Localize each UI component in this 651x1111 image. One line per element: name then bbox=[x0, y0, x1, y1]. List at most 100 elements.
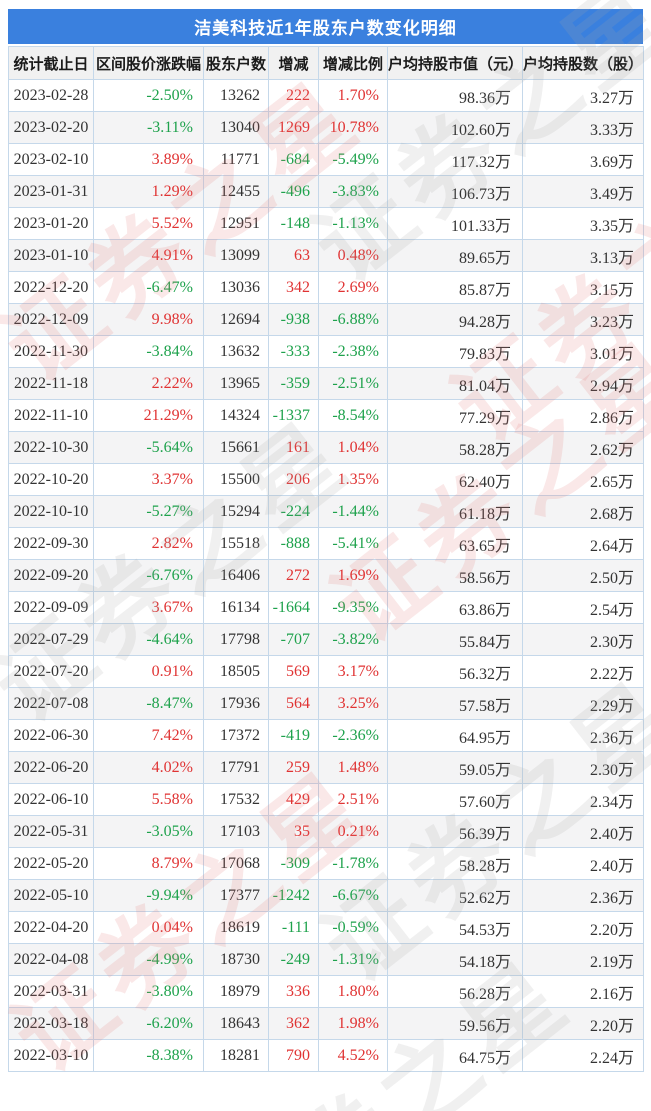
cell-avg-shares: 2.68万 bbox=[522, 495, 644, 528]
cell-range-change: -4.99% bbox=[93, 943, 204, 976]
cell-date: 2022-09-30 bbox=[8, 527, 94, 560]
cell-avg-shares: 3.69万 bbox=[522, 143, 644, 176]
cell-delta-pct: -2.51% bbox=[318, 367, 388, 400]
cell-avg-shares: 3.33万 bbox=[522, 111, 644, 144]
cell-avg-market-value: 85.87万 bbox=[387, 271, 523, 304]
cell-delta-pct: -6.88% bbox=[318, 303, 388, 336]
cell-delta-pct: -3.82% bbox=[318, 623, 388, 656]
cell-date: 2023-02-20 bbox=[8, 111, 94, 144]
cell-delta-pct: -5.41% bbox=[318, 527, 388, 560]
cell-holders: 17068 bbox=[203, 847, 269, 880]
cell-delta: 362 bbox=[268, 1007, 319, 1040]
cell-date: 2023-01-10 bbox=[8, 239, 94, 272]
cell-delta-pct: 1.98% bbox=[318, 1007, 388, 1040]
cell-delta-pct: 0.21% bbox=[318, 815, 388, 848]
cell-delta-pct: -3.83% bbox=[318, 175, 388, 208]
cell-range-change: 3.67% bbox=[93, 591, 204, 624]
cell-delta: -684 bbox=[268, 143, 319, 176]
cell-avg-shares: 2.19万 bbox=[522, 943, 644, 976]
cell-delta-pct: 3.17% bbox=[318, 655, 388, 688]
cell-delta-pct: 10.78% bbox=[318, 111, 388, 144]
cell-avg-market-value: 54.18万 bbox=[387, 943, 523, 976]
cell-holders: 13040 bbox=[203, 111, 269, 144]
table-row: 2022-07-08 -8.47% 17936 564 3.25% 57.58万… bbox=[8, 687, 644, 720]
table-row: 2023-01-10 4.91% 13099 63 0.48% 89.65万 3… bbox=[8, 239, 644, 272]
cell-holders: 18979 bbox=[203, 975, 269, 1008]
cell-avg-shares: 2.36万 bbox=[522, 719, 644, 752]
cell-delta-pct: -0.59% bbox=[318, 911, 388, 944]
cell-avg-shares: 2.36万 bbox=[522, 879, 644, 912]
cell-range-change: 1.29% bbox=[93, 175, 204, 208]
cell-delta: 63 bbox=[268, 239, 319, 272]
cell-date: 2023-02-10 bbox=[8, 143, 94, 176]
cell-holders: 12951 bbox=[203, 207, 269, 240]
cell-holders: 15661 bbox=[203, 431, 269, 464]
cell-avg-shares: 2.24万 bbox=[522, 1039, 644, 1072]
table-row: 2023-01-31 1.29% 12455 -496 -3.83% 106.7… bbox=[8, 175, 644, 208]
cell-delta-pct: -6.67% bbox=[318, 879, 388, 912]
cell-avg-market-value: 98.36万 bbox=[387, 79, 523, 112]
cell-avg-shares: 2.29万 bbox=[522, 687, 644, 720]
table-row: 2022-10-20 3.37% 15500 206 1.35% 62.40万 … bbox=[8, 463, 644, 496]
cell-avg-market-value: 52.62万 bbox=[387, 879, 523, 912]
cell-avg-market-value: 57.60万 bbox=[387, 783, 523, 816]
cell-avg-market-value: 63.86万 bbox=[387, 591, 523, 624]
cell-delta-pct: -8.54% bbox=[318, 399, 388, 432]
table-row: 2023-01-20 5.52% 12951 -148 -1.13% 101.3… bbox=[8, 207, 644, 240]
cell-delta: 564 bbox=[268, 687, 319, 720]
cell-range-change: 3.37% bbox=[93, 463, 204, 496]
table-row: 2023-02-20 -3.11% 13040 1269 10.78% 102.… bbox=[8, 111, 644, 144]
cell-avg-market-value: 64.75万 bbox=[387, 1039, 523, 1072]
cell-date: 2022-11-30 bbox=[8, 335, 94, 368]
cell-range-change: 4.02% bbox=[93, 751, 204, 784]
cell-delta-pct: 2.51% bbox=[318, 783, 388, 816]
cell-date: 2022-10-20 bbox=[8, 463, 94, 496]
cell-date: 2022-04-20 bbox=[8, 911, 94, 944]
cell-date: 2022-05-10 bbox=[8, 879, 94, 912]
page-title: 洁美科技近1年股东户数变化明细 bbox=[194, 19, 457, 38]
cell-delta: -707 bbox=[268, 623, 319, 656]
cell-range-change: -8.38% bbox=[93, 1039, 204, 1072]
cell-delta-pct: 1.70% bbox=[318, 79, 388, 112]
cell-avg-market-value: 56.39万 bbox=[387, 815, 523, 848]
cell-delta: 1269 bbox=[268, 111, 319, 144]
cell-date: 2022-12-20 bbox=[8, 271, 94, 304]
cell-avg-shares: 3.35万 bbox=[522, 207, 644, 240]
cell-holders: 15294 bbox=[203, 495, 269, 528]
cell-delta: -249 bbox=[268, 943, 319, 976]
table-row: 2022-03-18 -6.20% 18643 362 1.98% 59.56万… bbox=[8, 1007, 644, 1040]
cell-avg-market-value: 58.56万 bbox=[387, 559, 523, 592]
cell-holders: 13632 bbox=[203, 335, 269, 368]
cell-delta: 790 bbox=[268, 1039, 319, 1072]
cell-delta: -1337 bbox=[268, 399, 319, 432]
cell-holders: 13965 bbox=[203, 367, 269, 400]
cell-avg-market-value: 56.28万 bbox=[387, 975, 523, 1008]
cell-date: 2022-10-10 bbox=[8, 495, 94, 528]
col-header-range-change: 区间股价涨跌幅 bbox=[93, 46, 204, 80]
cell-date: 2022-03-31 bbox=[8, 975, 94, 1008]
cell-holders: 17372 bbox=[203, 719, 269, 752]
cell-delta-pct: 4.52% bbox=[318, 1039, 388, 1072]
cell-holders: 15500 bbox=[203, 463, 269, 496]
cell-date: 2022-07-29 bbox=[8, 623, 94, 656]
col-header-delta: 增减 bbox=[268, 46, 319, 80]
cell-avg-market-value: 61.18万 bbox=[387, 495, 523, 528]
cell-holders: 17936 bbox=[203, 687, 269, 720]
cell-holders: 12455 bbox=[203, 175, 269, 208]
cell-range-change: -3.84% bbox=[93, 335, 204, 368]
table-row: 2022-09-20 -6.76% 16406 272 1.69% 58.56万… bbox=[8, 559, 644, 592]
table-row: 2022-12-09 9.98% 12694 -938 -6.88% 94.28… bbox=[8, 303, 644, 336]
cell-range-change: 8.79% bbox=[93, 847, 204, 880]
table-body: 2023-02-28 -2.50% 13262 222 1.70% 98.36万… bbox=[8, 79, 644, 1072]
cell-range-change: 2.22% bbox=[93, 367, 204, 400]
cell-holders: 18643 bbox=[203, 1007, 269, 1040]
cell-range-change: -5.27% bbox=[93, 495, 204, 528]
cell-holders: 18505 bbox=[203, 655, 269, 688]
cell-avg-market-value: 63.65万 bbox=[387, 527, 523, 560]
table-row: 2022-07-20 0.91% 18505 569 3.17% 56.32万 … bbox=[8, 655, 644, 688]
cell-avg-shares: 3.01万 bbox=[522, 335, 644, 368]
cell-range-change: -5.64% bbox=[93, 431, 204, 464]
table-row: 2022-07-29 -4.64% 17798 -707 -3.82% 55.8… bbox=[8, 623, 644, 656]
table-row: 2022-12-20 -6.47% 13036 342 2.69% 85.87万… bbox=[8, 271, 644, 304]
cell-date: 2022-03-10 bbox=[8, 1039, 94, 1072]
